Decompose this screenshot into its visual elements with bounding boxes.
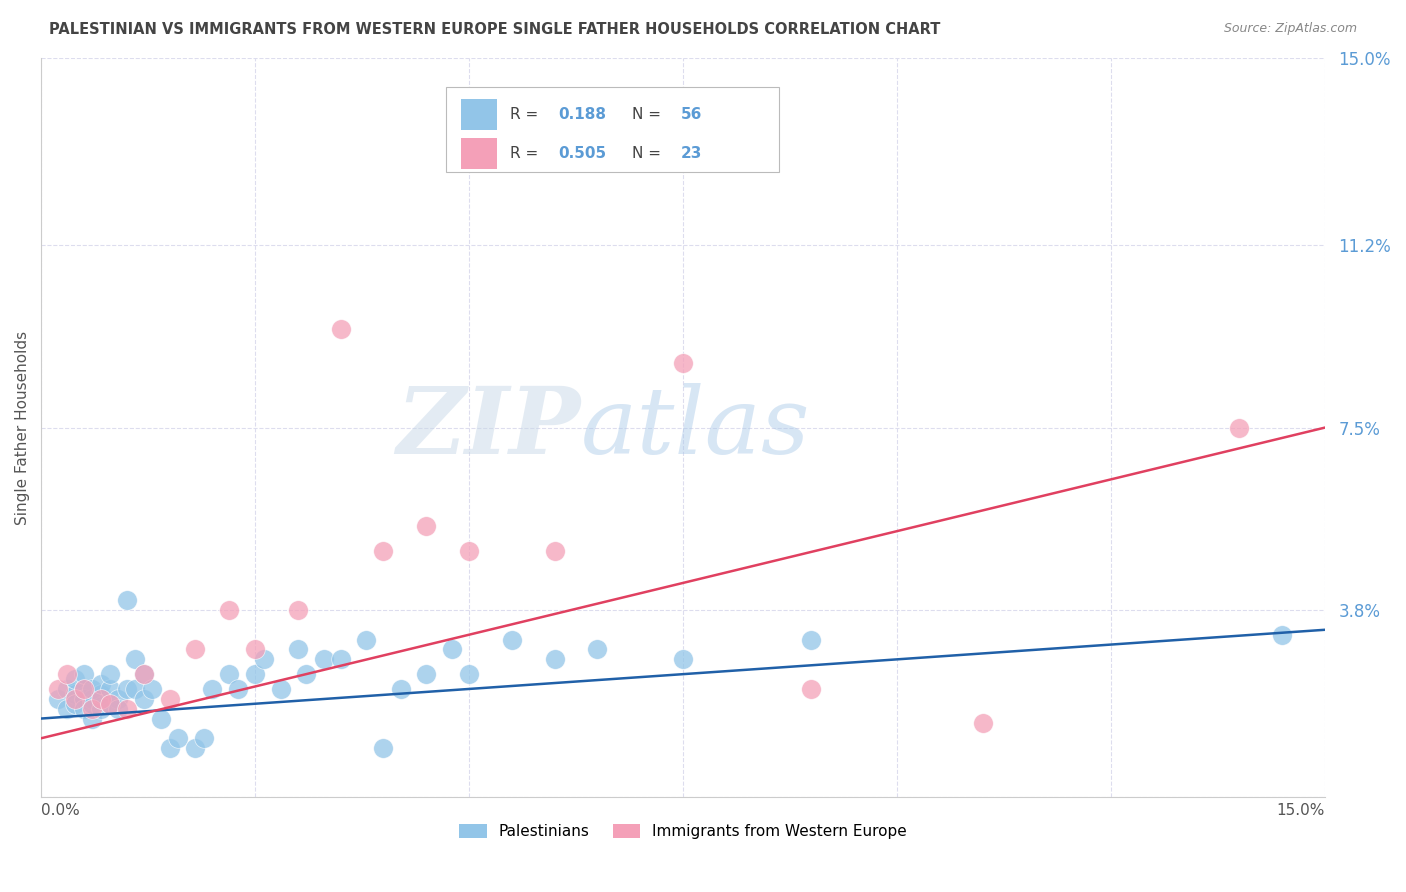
FancyBboxPatch shape (446, 87, 779, 172)
Point (65, 672, 87, 686)
Text: atlas: atlas (581, 383, 810, 473)
Point (672, 356, 695, 370)
Text: 0.505: 0.505 (558, 146, 606, 161)
Point (226, 681, 249, 696)
Point (501, 632, 523, 647)
Point (132, 667, 155, 681)
Text: 0.0%: 0.0% (41, 804, 80, 818)
Point (90, 677, 112, 691)
Point (73, 701, 96, 715)
Point (800, 632, 823, 647)
Point (98, 667, 121, 681)
Point (586, 642, 609, 657)
Point (356, 632, 378, 647)
Point (167, 731, 190, 746)
Point (115, 593, 138, 607)
Point (1271, 628, 1294, 642)
Point (132, 667, 155, 681)
Point (672, 652, 695, 666)
Point (82, 701, 104, 715)
Point (287, 603, 309, 617)
Point (46, 691, 69, 706)
Text: 15.0%: 15.0% (1277, 804, 1324, 818)
FancyBboxPatch shape (461, 138, 496, 169)
Text: ZIP: ZIP (396, 383, 581, 473)
Text: N =: N = (631, 146, 665, 161)
Point (73, 681, 96, 696)
Point (90, 701, 112, 715)
Point (218, 667, 240, 681)
Point (65, 687, 87, 701)
Point (98, 697, 121, 711)
Point (184, 741, 207, 756)
Point (90, 691, 112, 706)
Point (107, 701, 129, 715)
Point (243, 667, 266, 681)
Point (312, 652, 335, 666)
Point (329, 322, 352, 336)
Point (458, 544, 481, 558)
Point (82, 681, 104, 696)
Point (107, 691, 129, 706)
Text: R =: R = (510, 107, 543, 122)
Point (56, 701, 79, 715)
Point (115, 681, 138, 696)
Text: Source: ZipAtlas.com: Source: ZipAtlas.com (1223, 22, 1357, 36)
Text: 0.188: 0.188 (558, 107, 606, 122)
Point (73, 691, 96, 706)
Point (287, 642, 309, 657)
Point (415, 667, 437, 681)
Point (1229, 420, 1251, 434)
Point (253, 652, 276, 666)
Text: 56: 56 (681, 107, 702, 122)
Text: R =: R = (510, 146, 543, 161)
Text: N =: N = (631, 107, 665, 122)
Point (73, 681, 96, 696)
Text: PALESTINIAN VS IMMIGRANTS FROM WESTERN EUROPE SINGLE FATHER HOUSEHOLDS CORRELATI: PALESTINIAN VS IMMIGRANTS FROM WESTERN E… (49, 22, 941, 37)
Point (972, 716, 994, 731)
Point (132, 691, 155, 706)
Point (141, 681, 163, 696)
Y-axis label: Single Father Households: Single Father Households (15, 331, 30, 524)
Point (56, 681, 79, 696)
Point (201, 681, 224, 696)
Point (98, 681, 121, 696)
Point (295, 667, 318, 681)
Point (415, 519, 437, 533)
Point (82, 691, 104, 706)
Point (800, 681, 823, 696)
FancyBboxPatch shape (461, 99, 496, 130)
Point (243, 642, 266, 657)
Point (159, 741, 181, 756)
Point (46, 681, 69, 696)
Point (65, 691, 87, 706)
Point (329, 652, 352, 666)
Point (149, 712, 172, 726)
Point (98, 697, 121, 711)
Point (270, 681, 292, 696)
Text: 23: 23 (681, 146, 702, 161)
Point (82, 697, 104, 711)
Point (373, 741, 395, 756)
Point (184, 642, 207, 657)
Point (458, 667, 481, 681)
Point (218, 603, 240, 617)
Point (193, 731, 215, 746)
Point (389, 681, 412, 696)
Point (544, 544, 567, 558)
Point (544, 652, 567, 666)
Point (73, 667, 96, 681)
Point (159, 691, 181, 706)
Point (115, 701, 138, 715)
Point (90, 687, 112, 701)
Point (124, 681, 146, 696)
Legend: Palestinians, Immigrants from Western Europe: Palestinians, Immigrants from Western Eu… (453, 818, 912, 846)
Point (56, 667, 79, 681)
Point (82, 712, 104, 726)
Point (65, 697, 87, 711)
Point (440, 642, 463, 657)
Point (373, 544, 395, 558)
Point (124, 652, 146, 666)
